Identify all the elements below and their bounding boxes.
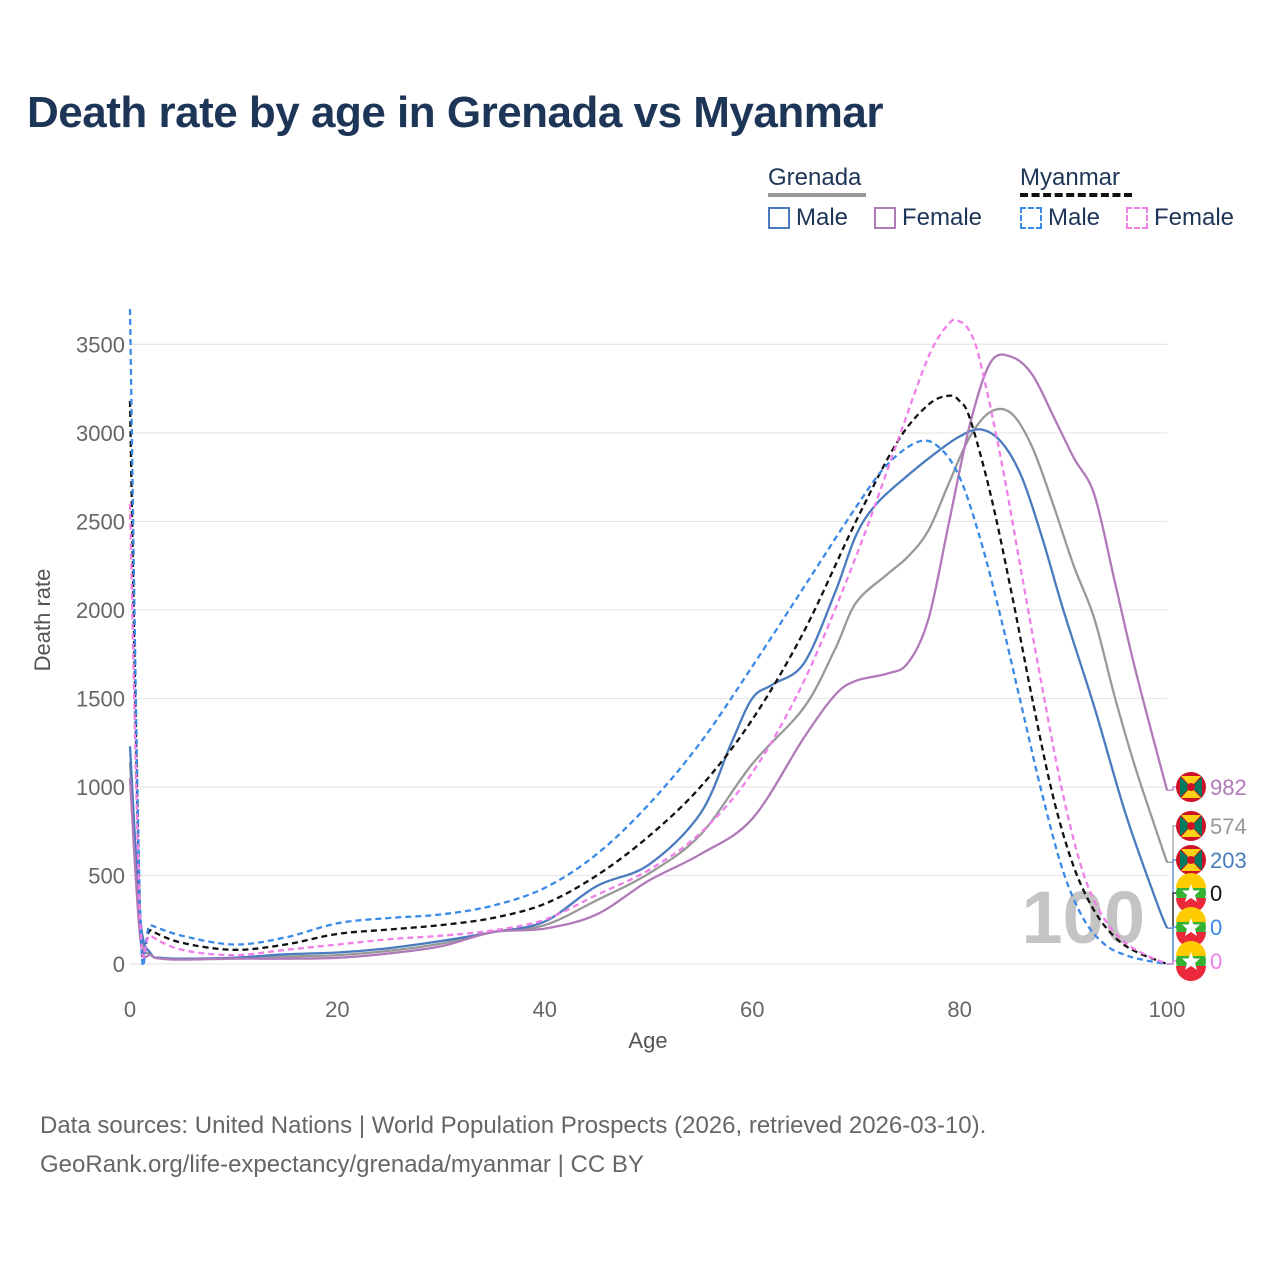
end-label-value: 0 [1210, 949, 1222, 974]
grenada-flag-icon [1176, 845, 1206, 875]
end-label-value: 574 [1210, 814, 1247, 839]
legend-line-solid [768, 193, 866, 197]
x-tick-label: 20 [325, 997, 349, 1022]
legend-item-myanmar-male[interactable]: Male [1020, 204, 1100, 232]
y-axis-label: Death rate [30, 569, 55, 672]
y-tick-label: 1000 [76, 775, 125, 800]
series-line-grenada-total[interactable] [128, 407, 1169, 961]
end-label-value: 982 [1210, 775, 1247, 800]
legend-label: Female [1154, 204, 1235, 231]
series-layer [128, 308, 1169, 968]
x-tick-label: 60 [740, 997, 764, 1022]
y-tick-label: 1500 [76, 686, 125, 711]
y-tick-label: 2500 [76, 509, 125, 534]
x-tick-label: 0 [124, 997, 136, 1022]
legend-item-grenada-male[interactable]: Male [768, 204, 848, 232]
series-line-myanmar-total[interactable] [128, 394, 1168, 966]
chart: 100 0 500 1000 1500 2000 2500 3000 3500 0 20 40 60… [30, 308, 1247, 1053]
legend-swatch [874, 207, 896, 229]
series-line-grenada-female[interactable] [128, 353, 1169, 961]
end-label-value: 203 [1210, 848, 1247, 873]
legend-label: Female [902, 204, 983, 231]
y-tick-label: 500 [88, 863, 125, 888]
x-axis: 0 20 40 60 80 100 [124, 997, 1185, 1022]
attribution: GeoRank.org/life-expectancy/grenada/myan… [40, 1151, 644, 1178]
grid [130, 343, 1167, 965]
y-tick-label: 0 [113, 952, 125, 977]
myanmar-flag-icon [1176, 907, 1206, 947]
series-line-myanmar-female[interactable] [128, 318, 1168, 966]
end-label-value: 0 [1210, 915, 1222, 940]
y-tick-label: 3500 [76, 332, 125, 357]
legend-item-myanmar-female[interactable]: Female [1126, 204, 1234, 232]
series-line-grenada-male[interactable] [128, 428, 1169, 960]
x-tick-label: 80 [947, 997, 971, 1022]
footer: Data sources: United Nations | World Pop… [40, 1106, 986, 1184]
legend-group-title: Myanmar [1020, 164, 1121, 191]
source-note: Data sources: United Nations | World Pop… [40, 1112, 987, 1139]
legend-group-title: Grenada [768, 164, 862, 191]
grenada-flag-icon [1176, 772, 1206, 802]
x-tick-label: 100 [1149, 997, 1186, 1022]
grenada-flag-icon [1176, 811, 1206, 841]
x-tick-label: 40 [533, 997, 557, 1022]
y-tick-label: 3000 [76, 421, 125, 446]
y-axis: 0 500 1000 1500 2000 2500 3000 3500 [76, 332, 125, 977]
legend-label: Male [1048, 204, 1101, 231]
legend-item-grenada-female[interactable]: Female [874, 204, 982, 232]
legend-label: Male [796, 204, 849, 231]
legend-swatch [1020, 207, 1042, 229]
legend-swatch [1126, 207, 1148, 229]
x-axis-label: Age [628, 1028, 667, 1053]
end-label-value: 0 [1210, 881, 1222, 906]
end-labels: 982 574 203 0 0 0 [1167, 772, 1247, 981]
legend-line-dashed [1020, 193, 1132, 197]
myanmar-flag-icon [1176, 941, 1206, 981]
series-line-myanmar-male[interactable] [128, 308, 1168, 968]
legend-swatch [768, 207, 790, 229]
y-tick-label: 2000 [76, 598, 125, 623]
chart-title: Death rate by age in Grenada vs Myanmar [27, 88, 883, 137]
